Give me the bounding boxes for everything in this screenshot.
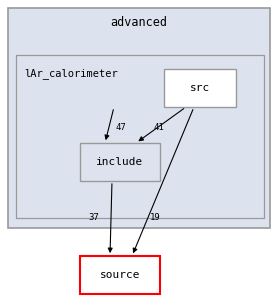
Text: lAr_calorimeter: lAr_calorimeter: [24, 68, 118, 79]
Text: src: src: [190, 83, 210, 93]
Text: 19: 19: [150, 213, 161, 222]
Bar: [80, 256, 160, 294]
Text: source: source: [100, 270, 140, 280]
Bar: [164, 69, 236, 107]
Text: advanced: advanced: [111, 15, 167, 29]
Bar: [16, 55, 264, 218]
Text: 47: 47: [116, 124, 127, 132]
Text: 37: 37: [88, 213, 99, 222]
Text: include: include: [96, 157, 144, 167]
Bar: [80, 143, 160, 181]
Text: 41: 41: [154, 124, 165, 132]
Bar: [8, 8, 270, 228]
